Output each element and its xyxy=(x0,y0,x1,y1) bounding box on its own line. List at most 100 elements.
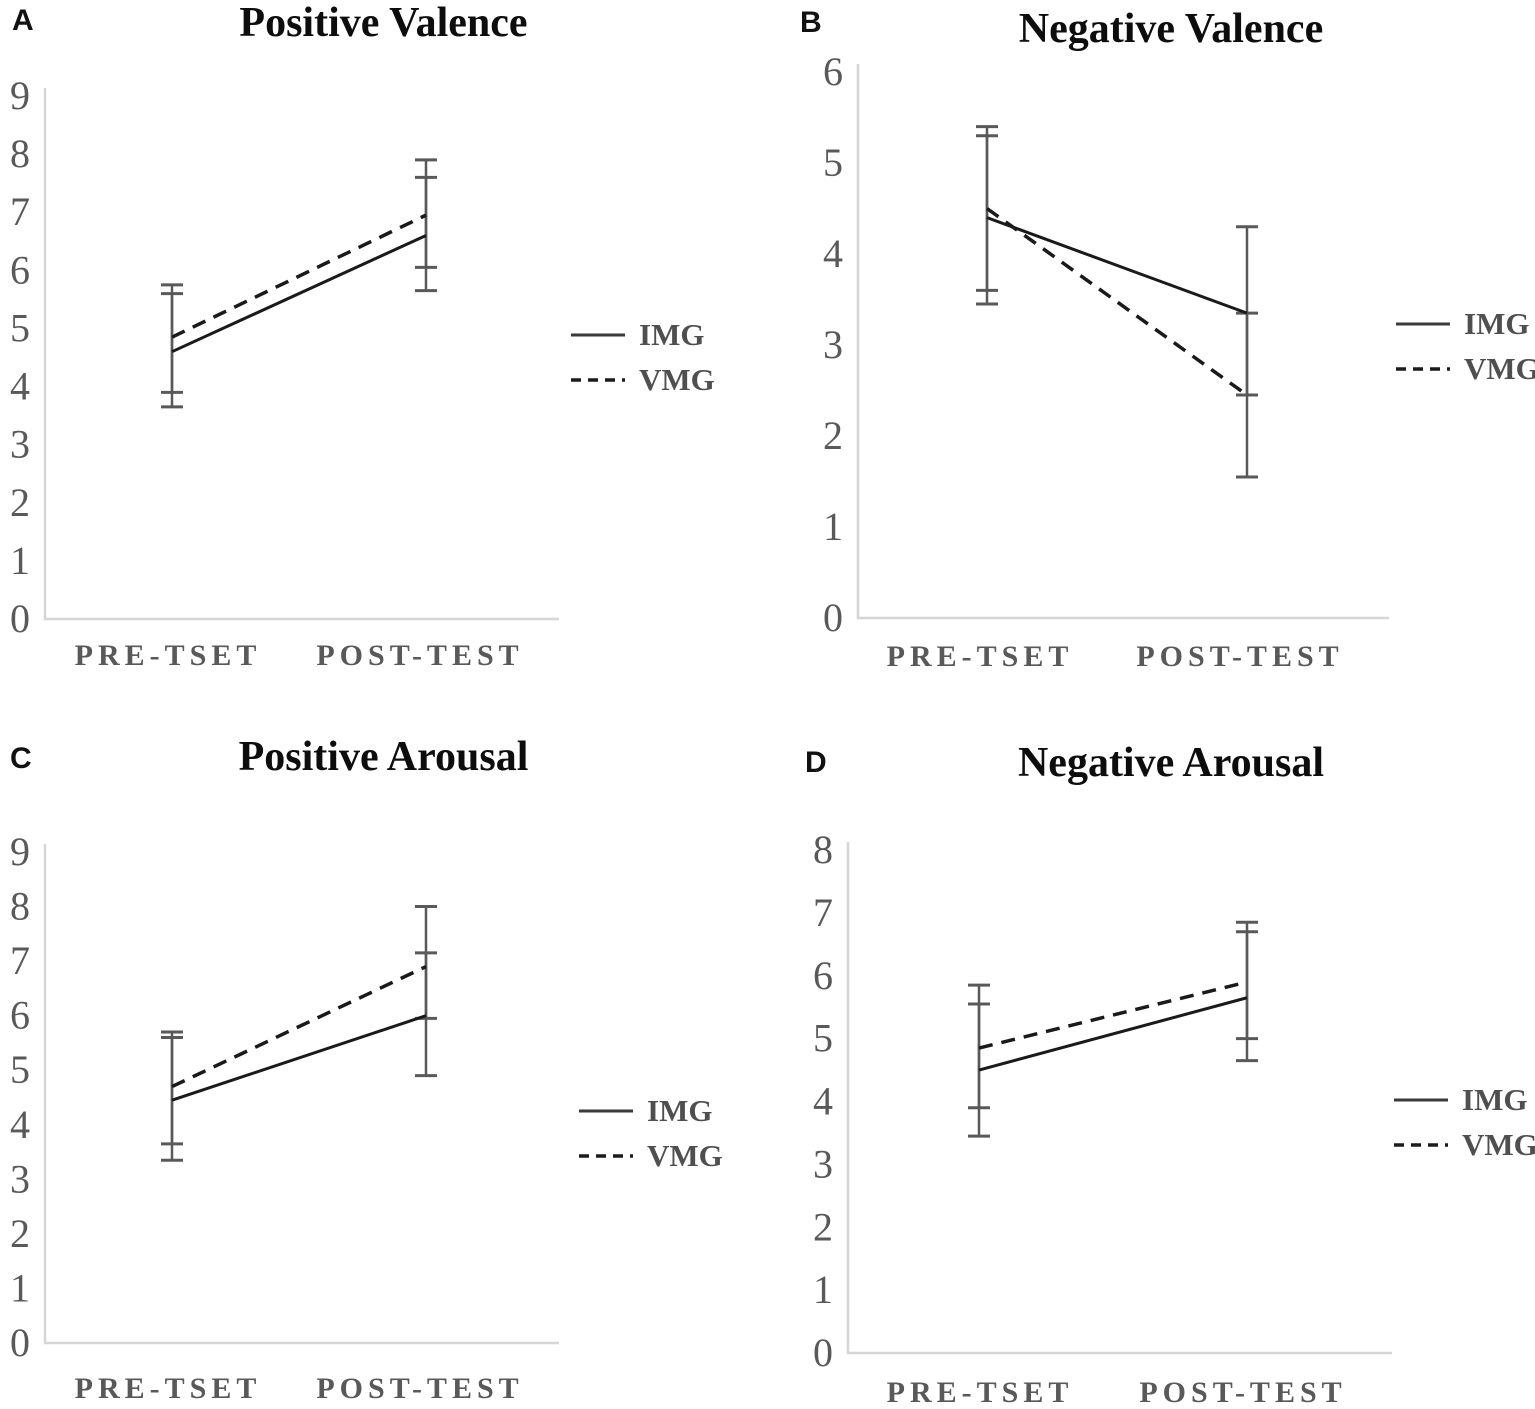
legend-line-solid-icon xyxy=(1396,322,1450,325)
axis-lines xyxy=(43,88,559,621)
y-tick-label: 6 xyxy=(10,993,30,1038)
y-tick-label: 7 xyxy=(10,938,30,983)
legend-line-dashed-icon xyxy=(1394,1142,1448,1147)
y-tick-label: 9 xyxy=(10,829,30,874)
y-tick-label: 5 xyxy=(823,140,843,185)
y-tick-label: 3 xyxy=(823,322,843,367)
legend-label-img: IMG xyxy=(1464,306,1530,341)
legend-A: IMG VMG xyxy=(570,312,715,402)
y-tick-label: 7 xyxy=(813,890,833,935)
y-tick-label: 2 xyxy=(10,480,30,525)
panel-letter-B: B xyxy=(800,6,822,39)
panel-B: B Negative Valence 0 1 2 3 4 5 6 PRE-TSET POST… xyxy=(767,0,1535,704)
legend-line-dashed-icon xyxy=(1396,366,1450,371)
x-tick-label-posttest-B: POST-TEST xyxy=(1136,640,1344,673)
series-line-VMG xyxy=(985,207,1249,397)
y-tick-label: 6 xyxy=(10,247,30,292)
axis-lines xyxy=(43,844,559,1345)
plot-area-B: 0 1 2 3 4 5 6 xyxy=(823,49,1389,640)
plot-area-C: 0 1 2 3 4 5 6 7 8 9 xyxy=(10,829,559,1365)
y-tick-label: 2 xyxy=(813,1204,833,1249)
chart-title-B: Negative Valence xyxy=(1018,6,1324,52)
y-tick-label: 0 xyxy=(10,1320,30,1365)
legend-line-dashed-icon xyxy=(571,377,625,382)
legend-label-vmg: VMG xyxy=(639,362,715,397)
x-tick-label-pretest-A: PRE-TSET xyxy=(74,639,262,672)
legend-C: IMG VMG xyxy=(578,1088,723,1178)
y-tick-label: 1 xyxy=(10,538,30,583)
legend-line-solid-icon xyxy=(579,1109,633,1112)
y-tick-label: 1 xyxy=(823,504,843,549)
y-tick-label: 1 xyxy=(10,1265,30,1310)
panel-letter-C: C xyxy=(10,742,32,775)
legend-D: IMG VMG xyxy=(1393,1077,1535,1167)
panel-A: A Positive Valence 0 1 2 3 4 5 6 7 8 9 PRE-TSET P… xyxy=(0,0,767,704)
y-tick-label: 5 xyxy=(813,1016,833,1061)
series-line-IMG xyxy=(171,1014,427,1102)
legend-row-vmg: VMG xyxy=(1393,1122,1535,1167)
legend-line-dashed-icon xyxy=(579,1153,633,1158)
plot-area-D: 0 1 2 3 4 5 6 7 8 xyxy=(813,827,1392,1375)
panel-C: C Positive Arousal 0 1 2 3 4 5 6 7 8 9 PRE-TSET P… xyxy=(0,704,767,1408)
y-tick-label: 0 xyxy=(823,595,843,640)
y-tick-label: 5 xyxy=(10,1047,30,1092)
plot-area-A: 0 1 2 3 4 5 6 7 8 9 xyxy=(10,73,559,641)
y-tick-label: 2 xyxy=(823,413,843,458)
y-tick-label: 1 xyxy=(813,1267,833,1312)
x-tick-label-pretest-C: PRE-TSET xyxy=(74,1372,262,1405)
series-line-VMG xyxy=(171,213,427,339)
y-tick-label: 0 xyxy=(813,1330,833,1375)
panel-letter-A: A xyxy=(12,4,34,37)
panel-letter-D: D xyxy=(805,746,827,779)
legend-line-solid-icon xyxy=(1394,1098,1448,1101)
x-tick-label-pretest-B: PRE-TSET xyxy=(886,640,1074,673)
x-tick-label-posttest-A: POST-TEST xyxy=(316,639,524,672)
y-tick-label: 7 xyxy=(10,189,30,234)
y-tick-label: 6 xyxy=(813,953,833,998)
axis-lines xyxy=(846,842,1392,1355)
series-line-IMG xyxy=(986,216,1248,315)
chart-title-A: Positive Valence xyxy=(239,0,528,46)
series-line-IMG xyxy=(171,234,427,354)
legend-label-vmg: VMG xyxy=(1464,351,1535,386)
y-tick-label: 5 xyxy=(10,305,30,350)
legend-row-img: IMG xyxy=(1393,1077,1535,1122)
legend-row-img: IMG xyxy=(1395,301,1535,346)
x-tick-label-posttest-C: POST-TEST xyxy=(316,1372,524,1405)
y-tick-label: 9 xyxy=(10,73,30,118)
legend-label-img: IMG xyxy=(1462,1082,1528,1117)
y-tick-label: 2 xyxy=(10,1211,30,1256)
series-line-IMG xyxy=(978,996,1248,1072)
x-tick-label-pretest-D: PRE-TSET xyxy=(886,1376,1074,1409)
x-tick-label-posttest-D: POST-TEST xyxy=(1139,1376,1347,1409)
y-tick-label: 3 xyxy=(10,1156,30,1201)
legend-row-vmg: VMG xyxy=(570,357,715,402)
axis-lines xyxy=(856,64,1389,620)
y-tick-label: 4 xyxy=(10,364,30,409)
y-tick-label: 4 xyxy=(813,1079,833,1124)
chart-title-C: Positive Arousal xyxy=(238,734,529,780)
legend-line-solid-icon xyxy=(571,333,625,336)
y-tick-label: 8 xyxy=(813,827,833,872)
y-tick-label: 8 xyxy=(10,884,30,929)
legend-label-img: IMG xyxy=(647,1093,713,1128)
legend-row-img: IMG xyxy=(570,312,715,357)
y-tick-label: 3 xyxy=(813,1141,833,1186)
legend-B: IMG VMG xyxy=(1395,301,1535,391)
legend-label-vmg: VMG xyxy=(647,1138,723,1173)
legend-label-img: IMG xyxy=(639,317,705,352)
legend-label-vmg: VMG xyxy=(1462,1127,1535,1162)
y-tick-label: 4 xyxy=(10,1102,30,1147)
series-line-VMG xyxy=(171,964,427,1089)
series-line-VMG xyxy=(978,980,1248,1050)
legend-row-vmg: VMG xyxy=(578,1133,723,1178)
panel-D: D Negative Arousal 0 1 2 3 4 5 6 7 8 PRE-TSET PO… xyxy=(767,704,1535,1408)
legend-row-img: IMG xyxy=(578,1088,723,1133)
y-tick-label: 8 xyxy=(10,131,30,176)
chart-title-D: Negative Arousal xyxy=(1017,740,1325,786)
y-tick-label: 0 xyxy=(10,596,30,641)
y-tick-label: 3 xyxy=(10,422,30,467)
y-tick-label: 4 xyxy=(823,231,843,276)
legend-row-vmg: VMG xyxy=(1395,346,1535,391)
